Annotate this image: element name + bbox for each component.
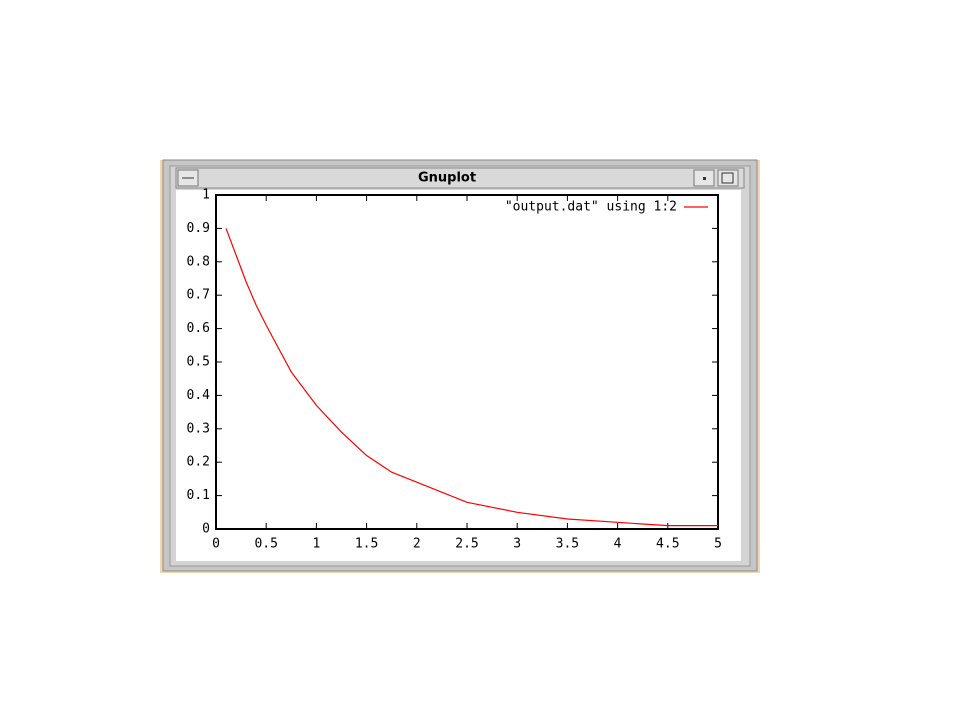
x-tick-label: 2.5 — [455, 537, 478, 552]
window-title: Gnuplot — [418, 171, 476, 186]
y-tick-label: 0.7 — [187, 288, 210, 303]
y-tick-label: 0.8 — [187, 254, 210, 269]
minimize-icon — [703, 177, 706, 180]
x-tick-label: 0 — [212, 537, 220, 552]
y-tick-label: 1 — [202, 188, 210, 203]
x-tick-label: 0.5 — [254, 537, 277, 552]
maximize-icon — [721, 172, 734, 184]
y-tick-label: 0.6 — [187, 321, 210, 336]
y-tick-label: 0 — [202, 522, 210, 537]
x-tick-label: 3 — [513, 537, 521, 552]
title-bar[interactable] — [175, 167, 745, 189]
x-tick-label: 3.5 — [556, 537, 579, 552]
maximize-button[interactable] — [717, 169, 739, 187]
legend-label: "output.dat" using 1:2 — [505, 200, 677, 215]
y-tick-label: 0.2 — [187, 455, 210, 470]
y-tick-label: 0.1 — [187, 488, 210, 503]
y-tick-label: 0.4 — [187, 388, 211, 403]
plot-canvas — [176, 190, 741, 561]
x-tick-label: 4.5 — [656, 537, 679, 552]
y-tick-label: 0.9 — [187, 221, 210, 236]
x-tick-label: 5 — [714, 537, 722, 552]
x-tick-label: 1 — [312, 537, 320, 552]
y-tick-label: 0.3 — [187, 421, 210, 436]
y-tick-label: 0.5 — [187, 355, 210, 370]
series-line — [225, 228, 718, 527]
x-tick-label: 1.5 — [355, 537, 378, 552]
x-tick-label: 2 — [413, 537, 421, 552]
x-tick-label: 4 — [614, 537, 622, 552]
